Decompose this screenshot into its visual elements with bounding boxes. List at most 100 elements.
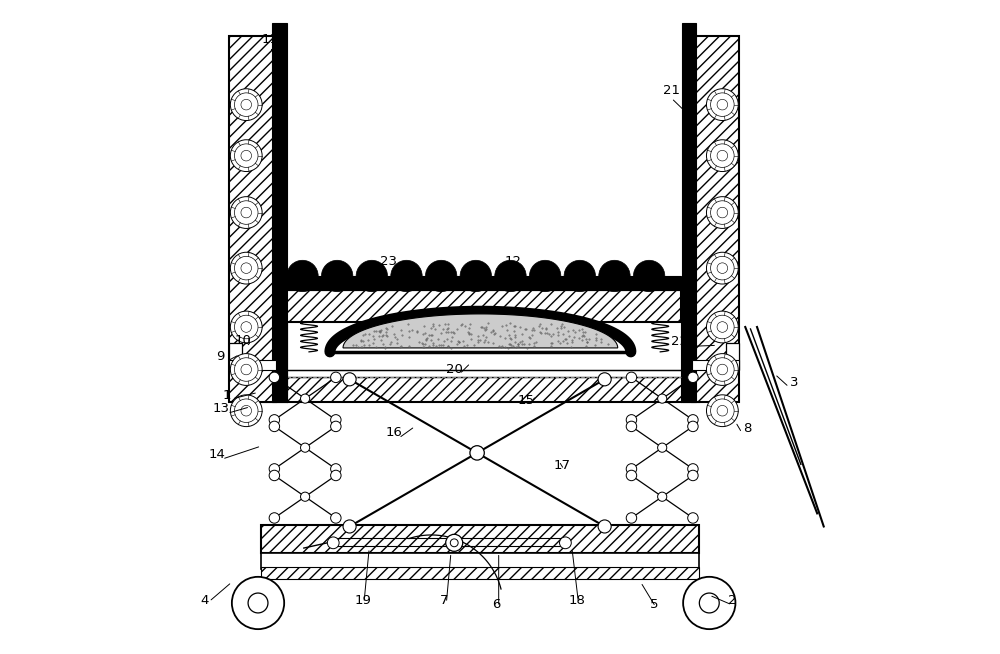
- Text: 23: 23: [380, 255, 397, 268]
- Circle shape: [331, 464, 341, 474]
- Circle shape: [711, 93, 734, 116]
- Circle shape: [711, 144, 734, 167]
- Circle shape: [626, 513, 637, 523]
- Text: 12: 12: [505, 255, 522, 268]
- Circle shape: [234, 144, 258, 167]
- Text: 15: 15: [518, 394, 535, 407]
- Circle shape: [321, 260, 353, 292]
- Text: 9: 9: [217, 350, 225, 363]
- Circle shape: [241, 405, 252, 416]
- Circle shape: [598, 373, 611, 386]
- Text: 14: 14: [209, 448, 226, 461]
- Bar: [261, 567, 699, 579]
- Circle shape: [343, 520, 356, 533]
- Circle shape: [269, 470, 280, 481]
- Bar: [333, 538, 565, 546]
- Text: 8: 8: [743, 422, 751, 435]
- Circle shape: [717, 405, 728, 416]
- Circle shape: [269, 464, 280, 474]
- Circle shape: [301, 492, 310, 501]
- Circle shape: [658, 443, 667, 453]
- Circle shape: [230, 197, 262, 228]
- Circle shape: [356, 260, 388, 292]
- Text: 19: 19: [354, 594, 371, 607]
- Text: 21: 21: [663, 84, 680, 97]
- Circle shape: [717, 322, 728, 332]
- Circle shape: [626, 415, 637, 425]
- Text: 2: 2: [728, 594, 736, 607]
- Text: 7: 7: [440, 594, 449, 607]
- Text: 11: 11: [261, 33, 278, 46]
- Circle shape: [683, 577, 735, 629]
- Polygon shape: [343, 314, 618, 348]
- Circle shape: [391, 260, 422, 292]
- Circle shape: [598, 520, 611, 533]
- Bar: [261, 525, 699, 553]
- Text: 18: 18: [569, 594, 586, 607]
- Circle shape: [711, 315, 734, 339]
- Circle shape: [301, 443, 310, 453]
- Circle shape: [529, 260, 561, 292]
- Polygon shape: [330, 311, 631, 352]
- Circle shape: [269, 421, 280, 432]
- Circle shape: [331, 415, 341, 425]
- Circle shape: [626, 372, 637, 383]
- Circle shape: [599, 260, 630, 292]
- Bar: [261, 370, 699, 377]
- Bar: [229, 36, 276, 402]
- Text: 13: 13: [212, 402, 229, 415]
- Circle shape: [241, 263, 252, 273]
- Circle shape: [287, 260, 318, 292]
- Circle shape: [717, 364, 728, 375]
- Text: 3: 3: [790, 376, 799, 389]
- Circle shape: [241, 99, 252, 110]
- Bar: [272, 23, 287, 402]
- Circle shape: [717, 99, 728, 110]
- Circle shape: [230, 354, 262, 385]
- Circle shape: [425, 260, 457, 292]
- Circle shape: [626, 470, 637, 481]
- Circle shape: [706, 140, 738, 171]
- Bar: [692, 36, 739, 402]
- Circle shape: [717, 150, 728, 161]
- Bar: [692, 360, 739, 370]
- Circle shape: [560, 537, 571, 549]
- Circle shape: [230, 89, 262, 120]
- Circle shape: [460, 260, 491, 292]
- Circle shape: [450, 539, 458, 547]
- Circle shape: [658, 492, 667, 501]
- Circle shape: [717, 207, 728, 218]
- Circle shape: [446, 534, 463, 551]
- Circle shape: [688, 513, 698, 523]
- Circle shape: [343, 373, 356, 386]
- Text: 1: 1: [222, 389, 231, 402]
- Circle shape: [626, 464, 637, 474]
- Bar: [287, 276, 681, 290]
- Circle shape: [232, 577, 284, 629]
- Circle shape: [711, 256, 734, 280]
- Circle shape: [495, 260, 526, 292]
- Text: 22: 22: [671, 335, 688, 348]
- Circle shape: [717, 263, 728, 273]
- Circle shape: [688, 464, 698, 474]
- Circle shape: [706, 395, 738, 426]
- Circle shape: [241, 364, 252, 375]
- Circle shape: [699, 593, 719, 613]
- Circle shape: [230, 140, 262, 171]
- Bar: [682, 23, 696, 402]
- Circle shape: [688, 372, 698, 383]
- Circle shape: [230, 252, 262, 284]
- Circle shape: [301, 394, 310, 403]
- Circle shape: [626, 421, 637, 432]
- Text: 6: 6: [493, 598, 501, 611]
- Circle shape: [711, 201, 734, 224]
- Text: 5: 5: [649, 598, 658, 611]
- Circle shape: [706, 252, 738, 284]
- Circle shape: [706, 89, 738, 120]
- Circle shape: [230, 395, 262, 426]
- Bar: [726, 343, 739, 370]
- Circle shape: [234, 315, 258, 339]
- Circle shape: [241, 150, 252, 161]
- Circle shape: [331, 470, 341, 481]
- Circle shape: [706, 311, 738, 343]
